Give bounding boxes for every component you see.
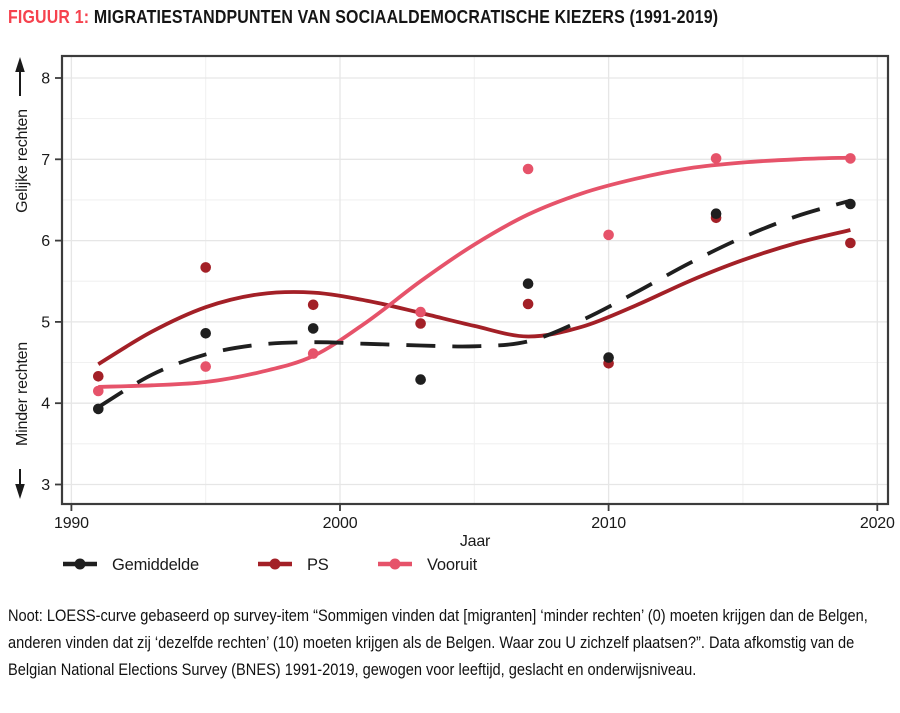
x-tick-label: 2000 xyxy=(323,515,358,532)
y-axis-lower-label: Minder rechten xyxy=(14,342,31,446)
plot-border xyxy=(60,54,890,506)
scatter-point-vooruit xyxy=(710,153,722,164)
legend-item-ps: PS xyxy=(258,556,329,574)
scatter-point-vooruit xyxy=(603,229,614,241)
scatter-point-gemiddelde xyxy=(603,352,614,363)
figure-number-label: FIGUUR 1: xyxy=(7,7,90,27)
plot-area xyxy=(62,56,888,504)
loess-scatter-chart: 8 7 6 5 4 3 1990 2000 2010 2020 Jaar Gelijke rechte… xyxy=(14,54,895,574)
scatter-point-vooruit xyxy=(200,361,211,372)
scatter-point-ps xyxy=(307,299,319,311)
scatter-point-gemiddelde xyxy=(415,374,426,385)
y-tick-label: 4 xyxy=(41,396,50,413)
figure-title: FIGUUR 1: MIGRATIESTANDPUNTEN VAN SOCIAA… xyxy=(0,7,900,28)
scatter-point-vooruit xyxy=(307,348,319,359)
legend-item-gemiddelde: Gemiddelde xyxy=(63,556,199,574)
legend-item-vooruit: Vooruit xyxy=(378,556,478,574)
legend-dot-icon xyxy=(74,558,86,570)
scatter-point-ps xyxy=(200,262,211,273)
x-tick-label: 1990 xyxy=(54,515,89,532)
scatter-point-vooruit xyxy=(522,163,534,175)
legend-label: PS xyxy=(307,556,329,574)
chart: 8 7 6 5 4 3 1990 2000 2010 2020 Jaar Gelijke rechte… xyxy=(0,36,900,592)
legend-dot-icon xyxy=(269,558,281,570)
figure-title-text: MIGRATIESTANDPUNTEN VAN SOCIAALDEMOCRATI… xyxy=(93,7,719,27)
loess-curve-gemiddelde xyxy=(97,198,851,409)
scatter-point-vooruit xyxy=(845,153,856,164)
scatter-point-ps xyxy=(415,318,426,329)
y-axis-upper-label: Gelijke rechten xyxy=(14,109,31,213)
scatter-point-gemiddelde xyxy=(710,208,722,219)
scatter-point-ps xyxy=(845,237,856,249)
scatter-point-gemiddelde xyxy=(522,278,534,289)
x-tick-label: 2010 xyxy=(591,515,626,532)
y-tick-label: 6 xyxy=(41,233,50,250)
y-tick-label: 5 xyxy=(41,314,50,331)
scatter-point-vooruit xyxy=(415,306,426,318)
legend-dot-icon xyxy=(389,558,401,570)
x-tick-label: 2020 xyxy=(860,515,895,532)
loess-curve-vooruit xyxy=(98,155,851,389)
scatter-point-gemiddelde xyxy=(200,328,211,339)
y-tick-label: 7 xyxy=(41,152,50,169)
scatter-point-ps xyxy=(93,371,104,382)
legend-label: Vooruit xyxy=(427,556,478,574)
figure-note: Noot: LOESS-curve gebaseerd op survey-it… xyxy=(7,607,868,679)
scatter-point-gemiddelde xyxy=(93,403,104,415)
y-tick-label: 8 xyxy=(41,71,50,88)
up-arrow-head-icon xyxy=(15,57,25,72)
down-arrow-head-icon xyxy=(15,484,25,499)
scatter-point-gemiddelde xyxy=(845,198,856,210)
scatter-point-ps xyxy=(522,298,534,310)
x-axis-label: Jaar xyxy=(460,533,491,550)
scatter-point-gemiddelde xyxy=(307,323,319,334)
scatter-point-vooruit xyxy=(93,385,104,397)
loess-curve-ps xyxy=(97,228,851,366)
y-tick-label: 3 xyxy=(41,477,50,494)
legend-label: Gemiddelde xyxy=(112,556,199,574)
